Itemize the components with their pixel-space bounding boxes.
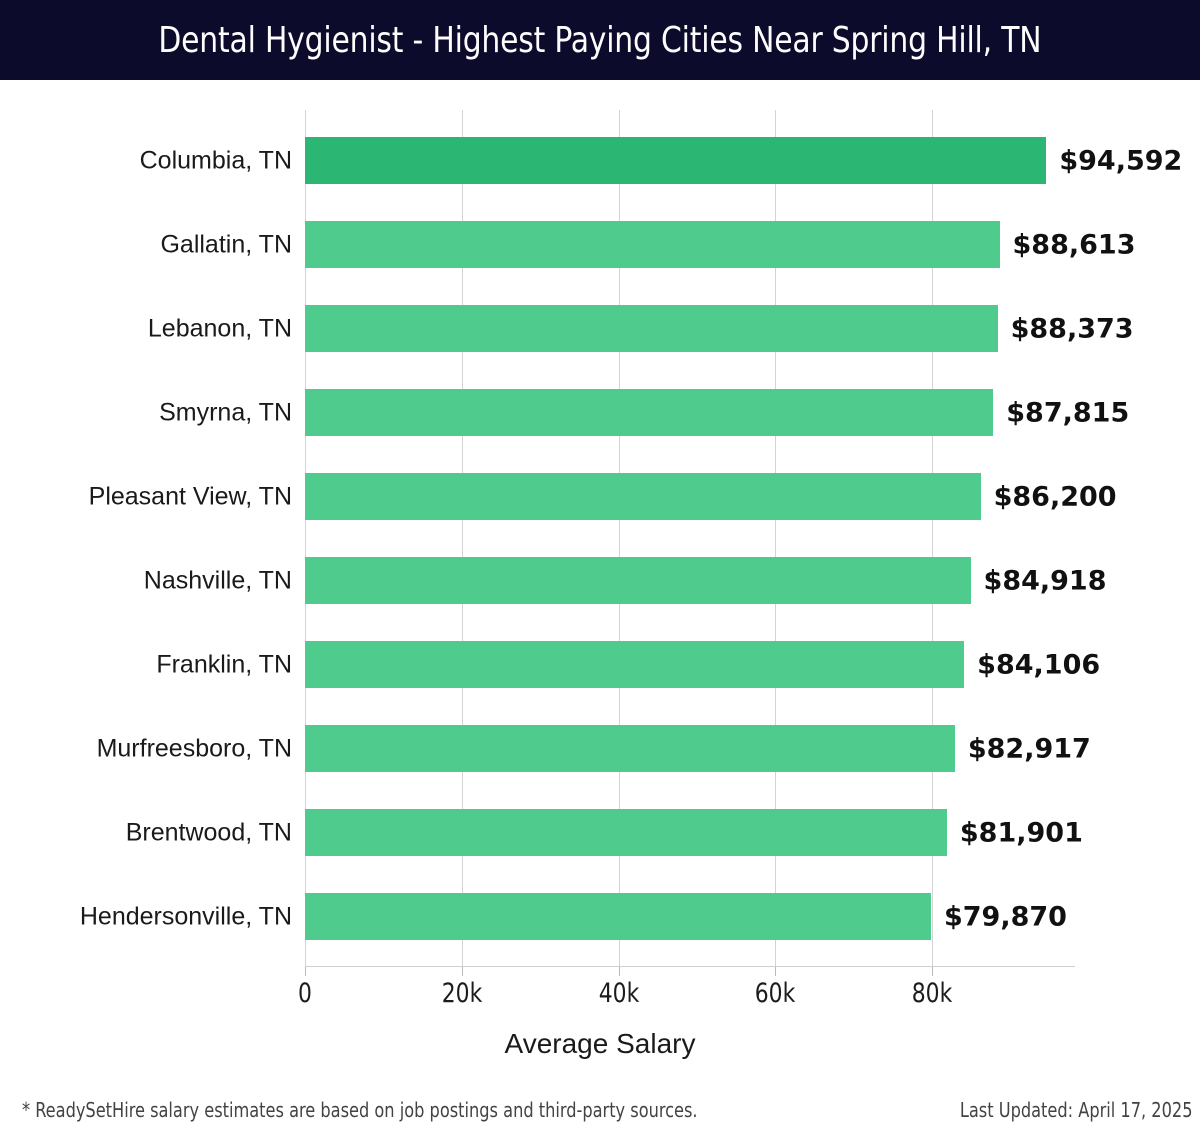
bar-row[interactable]: Lebanon, TN $88,373 (0, 305, 1200, 352)
gridline (932, 110, 933, 966)
bar-value-label: $87,815 (1006, 397, 1130, 428)
x-axis-tick (461, 967, 463, 976)
x-axis-tick (618, 967, 620, 976)
x-axis-tick-label: 60k (755, 978, 796, 1009)
bar-category-label: Franklin, TN (156, 650, 292, 678)
page-title: Dental Hygienist - Highest Paying Cities… (158, 19, 1042, 61)
bar-value-label: $82,917 (967, 733, 1091, 764)
bar-category-label: Hendersonville, TN (79, 902, 292, 930)
bars-group: Columbia, TN $94,592 Gallatin, TN $88,613 Le… (0, 80, 1200, 1060)
x-axis-tick (932, 967, 933, 976)
gridline (618, 110, 620, 966)
gridline (305, 110, 306, 966)
footer-last-updated: Last Updated: April 17, 2025 (959, 1098, 1192, 1122)
x-axis-tick-label: 40k (598, 978, 639, 1009)
chart-plot-area: Columbia, TN $94,592 Gallatin, TN $88,613 Le… (0, 80, 1200, 1060)
chart-header-band: Dental Hygienist - Highest Paying Cities… (0, 0, 1200, 80)
bar-value-label: $86,200 (993, 481, 1117, 512)
footer: * ReadySetHire salary estimates are base… (0, 1098, 1200, 1128)
bar-value-label: $88,373 (1010, 313, 1134, 344)
x-axis-tick-label: 0 (298, 978, 312, 1009)
bar[interactable] (305, 641, 965, 688)
bar-value-label: $84,918 (983, 565, 1107, 596)
bar-category-label: Gallatin, TN (160, 230, 292, 258)
bar-category-label: Pleasant View, TN (88, 482, 292, 510)
bar-value-label: $84,106 (977, 649, 1101, 680)
x-axis-tick-label: 20k (441, 978, 482, 1009)
bar[interactable] (305, 557, 971, 604)
bar[interactable] (305, 725, 955, 772)
bar-category-label: Murfreesboro, TN (96, 734, 292, 762)
bar-row[interactable]: Franklin, TN $84,106 (0, 641, 1200, 688)
bar[interactable] (305, 137, 1047, 184)
gridline (775, 110, 777, 966)
x-axis-line (305, 966, 1075, 967)
bar-category-label: Smyrna, TN (159, 398, 292, 426)
bar-row[interactable]: Nashville, TN $84,918 (0, 557, 1200, 604)
x-axis-title: Average Salary (504, 1028, 696, 1059)
bar-row[interactable]: Brentwood, TN $81,901 (0, 809, 1200, 856)
gridlines-group (305, 110, 1075, 966)
bar[interactable] (305, 221, 1000, 268)
bar-category-label: Brentwood, TN (125, 818, 292, 846)
x-axis-tick (775, 967, 777, 976)
bar-category-label: Columbia, TN (139, 146, 292, 174)
bar-value-label: $94,592 (1059, 145, 1183, 176)
bar[interactable] (305, 473, 981, 520)
bar-category-label: Lebanon, TN (147, 314, 292, 342)
gridline (461, 110, 463, 966)
bar-row[interactable]: Gallatin, TN $88,613 (0, 221, 1200, 268)
x-axis-tick (305, 967, 306, 976)
bar-value-label: $79,870 (943, 901, 1067, 932)
bar-category-label: Nashville, TN (143, 566, 292, 594)
bar-row[interactable]: Pleasant View, TN $86,200 (0, 473, 1200, 520)
bar[interactable] (305, 809, 947, 856)
bar-value-label: $88,613 (1012, 229, 1136, 260)
x-axis-tick-label: 80k (911, 978, 953, 1009)
bar-value-label: $81,901 (959, 817, 1083, 848)
bar[interactable] (305, 893, 931, 940)
bar-row[interactable]: Columbia, TN $94,592 (0, 137, 1200, 184)
bar[interactable] (305, 305, 998, 352)
bar-row[interactable]: Smyrna, TN $87,815 (0, 389, 1200, 436)
bar[interactable] (305, 389, 994, 436)
bar-row[interactable]: Murfreesboro, TN $82,917 (0, 725, 1200, 772)
footer-disclaimer: * ReadySetHire salary estimates are base… (22, 1098, 698, 1122)
bar-row[interactable]: Hendersonville, TN $79,870 (0, 893, 1200, 940)
